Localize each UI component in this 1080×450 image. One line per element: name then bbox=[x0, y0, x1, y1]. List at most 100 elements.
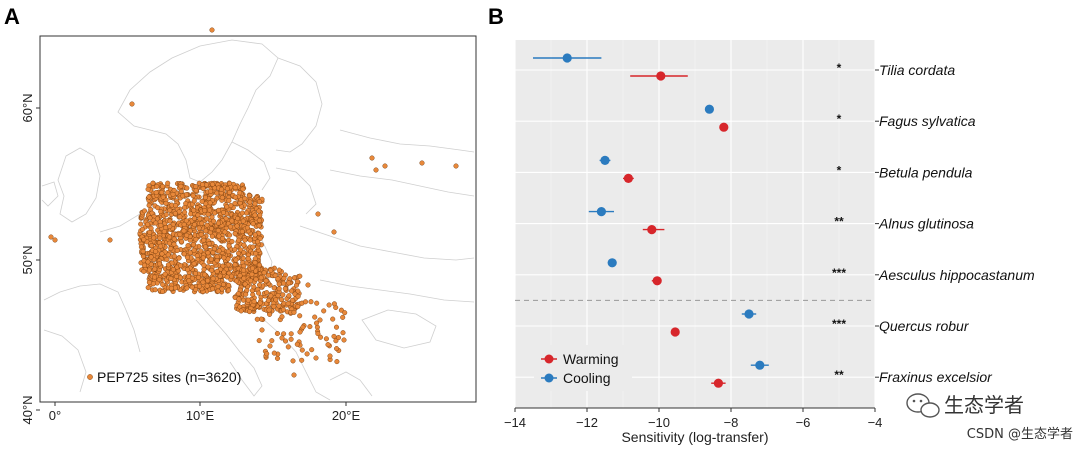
site-point bbox=[285, 301, 291, 307]
lon-label-10e: 10°E bbox=[186, 408, 215, 423]
site-point bbox=[274, 355, 281, 361]
site-point bbox=[327, 353, 333, 359]
site-point bbox=[212, 210, 218, 216]
site-point bbox=[239, 210, 245, 216]
site-point bbox=[295, 293, 301, 299]
warming-point bbox=[647, 225, 657, 235]
site-point bbox=[240, 218, 246, 224]
site-point bbox=[205, 250, 211, 256]
site-point bbox=[202, 194, 208, 201]
site-point bbox=[279, 314, 285, 320]
site-point bbox=[340, 314, 346, 320]
site-point bbox=[158, 209, 164, 215]
site-point bbox=[173, 203, 179, 209]
site-point bbox=[158, 243, 164, 249]
site-point bbox=[229, 238, 235, 245]
site-point bbox=[253, 250, 259, 257]
site-point bbox=[248, 278, 254, 284]
site-point bbox=[258, 275, 264, 281]
species-label: Aesculus hippocastanum bbox=[878, 267, 1035, 283]
species-row-alnus-glutinosa bbox=[588, 207, 665, 235]
species-row-fraxinus-excelsior bbox=[711, 360, 769, 388]
site-point bbox=[208, 188, 214, 194]
site-point bbox=[241, 275, 247, 281]
site-point bbox=[196, 225, 202, 231]
site-point bbox=[204, 216, 210, 222]
site-point bbox=[255, 239, 261, 245]
site-point bbox=[317, 317, 323, 323]
site-point bbox=[280, 307, 286, 313]
site-point bbox=[210, 249, 216, 256]
site-point bbox=[215, 288, 221, 294]
site-point bbox=[268, 267, 274, 273]
site-point bbox=[160, 288, 166, 295]
site-point bbox=[245, 256, 251, 262]
site-point bbox=[276, 286, 282, 292]
site-point bbox=[189, 275, 195, 281]
x-tick-label: −6 bbox=[796, 415, 811, 430]
species-label: Tilia cordata bbox=[879, 62, 955, 78]
site-point bbox=[214, 190, 220, 196]
x-axis-title: Sensitivity (log-transfer) bbox=[621, 429, 768, 445]
significance-label: *** bbox=[832, 317, 846, 331]
site-point bbox=[207, 200, 213, 206]
site-point bbox=[215, 220, 222, 226]
site-point bbox=[224, 274, 230, 280]
site-point bbox=[158, 222, 164, 228]
site-point bbox=[232, 194, 238, 200]
site-point bbox=[331, 333, 337, 339]
site-point bbox=[222, 229, 228, 235]
site-point bbox=[184, 254, 190, 260]
site-point bbox=[291, 372, 297, 378]
site-point bbox=[226, 189, 233, 196]
species-row-tilia-cordata bbox=[533, 53, 688, 81]
site-point bbox=[207, 207, 213, 213]
significance-label: * bbox=[837, 112, 842, 126]
site-point bbox=[279, 335, 285, 341]
site-point bbox=[232, 185, 238, 191]
site-point bbox=[152, 287, 158, 293]
site-point bbox=[177, 231, 183, 238]
site-point bbox=[305, 282, 311, 288]
site-point bbox=[215, 227, 221, 234]
site-point bbox=[209, 27, 215, 33]
lat-label-40: 40°N bbox=[20, 395, 35, 424]
site-point bbox=[265, 272, 271, 278]
site-point bbox=[209, 286, 216, 292]
site-point bbox=[256, 338, 262, 344]
watermark-brand: 生态学者 bbox=[944, 393, 1024, 417]
site-point bbox=[297, 329, 303, 335]
site-point bbox=[245, 297, 251, 303]
site-point bbox=[216, 233, 222, 239]
map-lat-axis: 40°N 50°N 60°N bbox=[20, 93, 40, 425]
site-point bbox=[204, 222, 210, 228]
site-point bbox=[168, 276, 174, 282]
site-point bbox=[185, 243, 191, 249]
cooling-point bbox=[596, 207, 607, 217]
site-point bbox=[333, 324, 340, 330]
warming-point bbox=[623, 173, 634, 183]
site-point bbox=[272, 273, 278, 279]
site-point bbox=[295, 304, 301, 310]
site-point bbox=[251, 299, 257, 305]
site-point bbox=[129, 101, 135, 107]
site-point bbox=[271, 304, 277, 310]
site-point bbox=[224, 204, 230, 210]
site-point bbox=[138, 221, 144, 227]
site-point bbox=[225, 249, 231, 255]
site-point bbox=[253, 268, 259, 274]
site-point bbox=[295, 288, 301, 294]
watermark-credit: CSDN @生态学者 bbox=[967, 426, 1073, 442]
site-point bbox=[281, 280, 287, 286]
site-point bbox=[237, 273, 243, 279]
site-point bbox=[166, 240, 172, 246]
site-point bbox=[210, 276, 216, 282]
lon-label-20e: 20°E bbox=[332, 408, 361, 423]
site-point bbox=[299, 347, 305, 353]
site-point bbox=[275, 292, 281, 299]
site-point bbox=[170, 266, 176, 273]
site-point bbox=[307, 324, 313, 330]
site-point bbox=[200, 255, 206, 261]
site-point bbox=[150, 180, 156, 186]
